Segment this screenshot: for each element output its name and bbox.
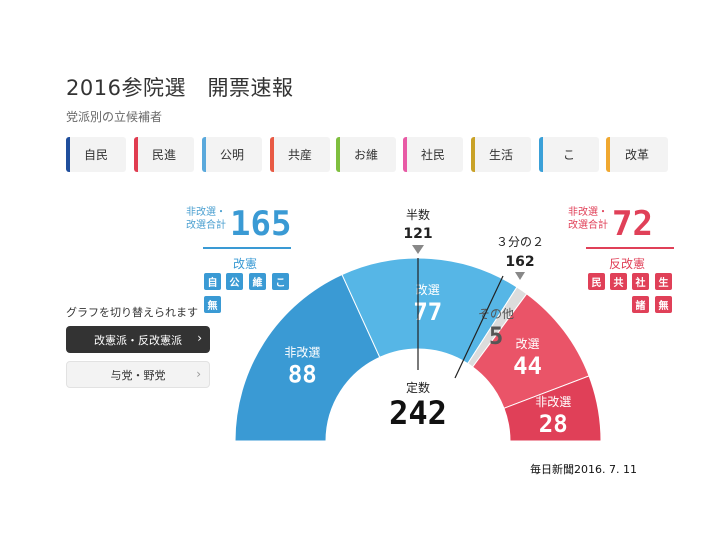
chevron-right-icon: › <box>196 367 201 381</box>
tab-color-bar <box>202 137 206 172</box>
half-marker-label: 半数 <box>406 207 430 222</box>
page-title: 2016参院選 開票速報 <box>66 76 294 100</box>
party-badge: 社 <box>632 273 649 290</box>
segment-arc <box>341 257 518 365</box>
chevron-right-icon: › <box>197 331 202 345</box>
tab-oi[interactable]: お維 <box>336 137 396 172</box>
tab-color-bar <box>539 137 543 172</box>
left-label-line1: 非改選・ <box>186 207 226 218</box>
tab-kaikaku[interactable]: 改革 <box>606 137 668 172</box>
left-label-line2: 改選合計 <box>186 220 226 231</box>
left-summary-label: 非改選・ 改選合計 <box>176 206 226 232</box>
right-total: 72 <box>612 204 653 244</box>
party-badge: 諸 <box>632 296 649 313</box>
tab-label: 改革 <box>624 148 649 162</box>
toggle-kaiken-button[interactable]: 改憲派・反改憲派 › <box>66 326 210 353</box>
segment-name-label: 改選 <box>516 337 540 351</box>
tab-label: こ <box>562 148 575 162</box>
half-marker-value: 121 <box>403 226 432 242</box>
segment-name-label: 改選 <box>416 283 440 297</box>
tab-label: お維 <box>353 148 378 162</box>
party-badge: 生 <box>655 273 672 290</box>
segment-arc <box>503 375 602 442</box>
segment-value-label: 44 <box>513 352 542 380</box>
party-badge: 自 <box>204 273 221 290</box>
party-badge: 公 <box>226 273 243 290</box>
right-label-line2: 改選合計 <box>568 220 608 231</box>
left-divider <box>203 247 291 249</box>
tab-label: 共産 <box>287 148 312 162</box>
two-thirds-marker-arrow-icon <box>515 272 525 280</box>
tab-color-bar <box>606 137 610 172</box>
left-group-title: 改憲 <box>233 257 258 271</box>
tab-shamin[interactable]: 社民 <box>403 137 463 172</box>
center-label: 定数 <box>406 380 430 395</box>
party-badge: こ <box>272 273 289 290</box>
source-credit: 毎日新聞2016. 7. 11 <box>530 463 637 476</box>
tab-komei[interactable]: 公明 <box>202 137 262 172</box>
two-thirds-marker-label: ３分の２ <box>496 235 544 249</box>
tab-ko[interactable]: こ <box>539 137 599 172</box>
tab-color-bar <box>471 137 475 172</box>
tab-color-bar <box>336 137 340 172</box>
switcher-label: グラフを切り替えられます <box>66 306 198 319</box>
tab-kyosan[interactable]: 共産 <box>270 137 330 172</box>
party-badge: 無 <box>655 296 672 313</box>
party-badge: 無 <box>204 296 221 313</box>
tab-color-bar <box>134 137 138 172</box>
half-marker-arrow-icon <box>412 245 424 254</box>
tab-label: 公明 <box>219 148 244 162</box>
right-group-title: 反改憲 <box>609 257 646 271</box>
segment-name-label: 非改選 <box>535 395 571 409</box>
party-badge: 民 <box>588 273 605 290</box>
tab-minshin[interactable]: 民進 <box>134 137 194 172</box>
tab-color-bar <box>66 137 70 172</box>
toggle-yoto-label: 与党・野党 <box>110 368 166 382</box>
segment-value-label: 88 <box>288 361 317 389</box>
tab-color-bar <box>403 137 407 172</box>
candidates-subtitle: 党派別の立候補者 <box>66 110 163 124</box>
segment-value-label: 28 <box>539 410 568 438</box>
tab-label: 生活 <box>488 148 513 162</box>
tab-jimin[interactable]: 自民 <box>66 137 126 172</box>
party-badge: 共 <box>610 273 627 290</box>
tab-label: 社民 <box>420 148 445 162</box>
segment-name-label: 非改選 <box>284 346 320 360</box>
right-divider <box>586 247 674 249</box>
tab-label: 民進 <box>151 148 176 162</box>
seat-arcs <box>234 257 602 442</box>
segment-value-label: 5 <box>489 322 503 350</box>
party-badge: 維 <box>249 273 266 290</box>
two-thirds-marker-line <box>454 275 504 379</box>
tab-color-bar <box>270 137 274 172</box>
toggle-kaiken-label: 改憲派・反改憲派 <box>94 333 182 347</box>
tab-seikatsu[interactable]: 生活 <box>471 137 531 172</box>
center-value: 242 <box>389 394 447 432</box>
right-summary-label: 非改選・ 改選合計 <box>558 206 608 232</box>
tab-label: 自民 <box>83 148 108 162</box>
toggle-yoto-button[interactable]: 与党・野党 › <box>66 361 210 388</box>
left-total: 165 <box>230 204 292 244</box>
two-thirds-marker-value: 162 <box>505 254 534 270</box>
right-label-line1: 非改選・ <box>568 207 608 218</box>
segment-arc <box>234 273 381 442</box>
